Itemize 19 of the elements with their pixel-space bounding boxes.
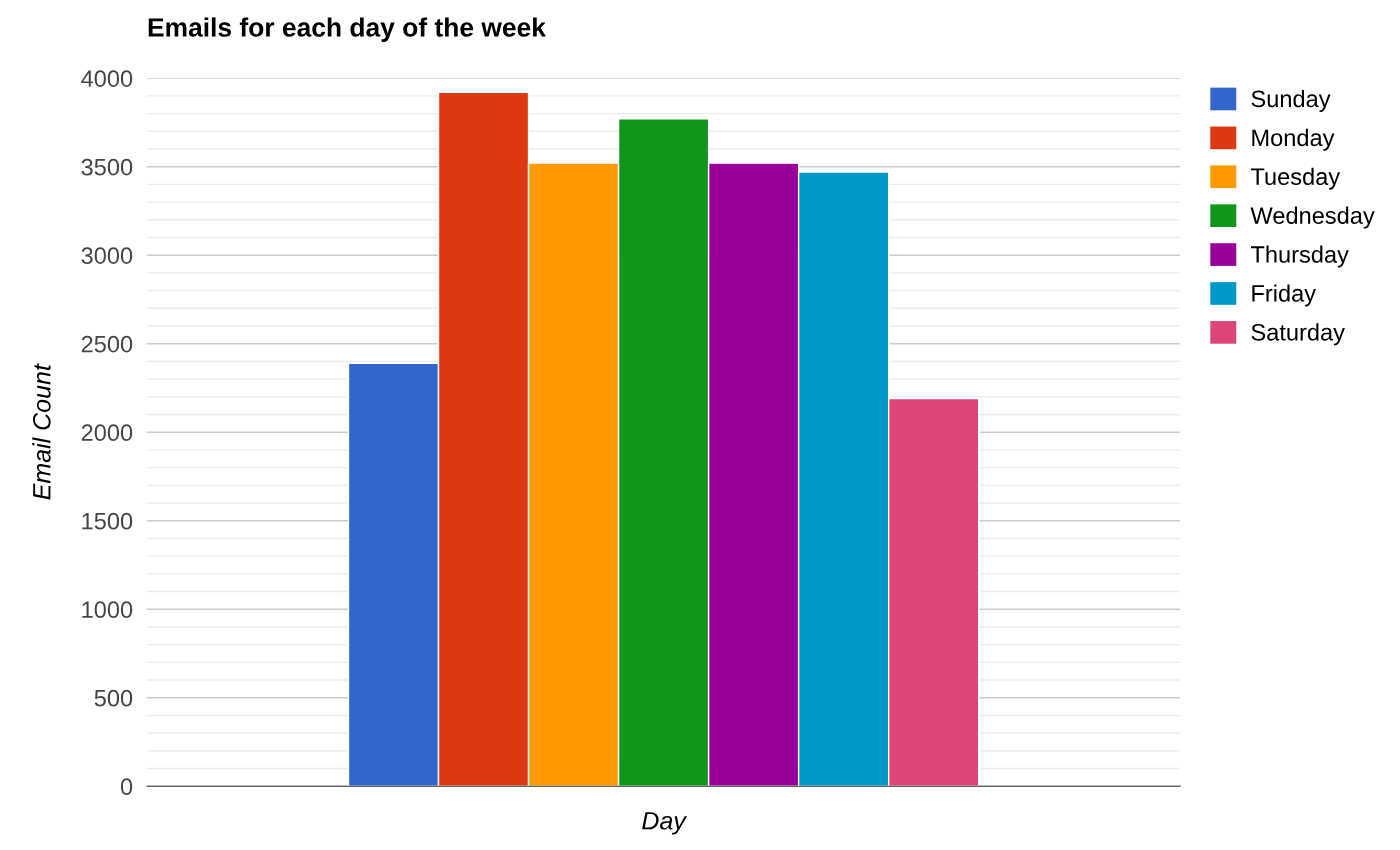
x-axis-title: Day <box>642 812 688 835</box>
y-tick-label: 0 <box>120 778 133 796</box>
legend-label: Saturday <box>1251 323 1345 346</box>
legend-label: Sunday <box>1251 89 1331 112</box>
legend-label: Monday <box>1252 128 1335 151</box>
legend-label: Thursday <box>1250 245 1349 268</box>
y-tick-label: 1000 <box>82 601 133 619</box>
y-tick-label: 4000 <box>81 70 133 87</box>
legend-label: Friday <box>1252 284 1316 307</box>
legend-label: Tuesday <box>1250 167 1341 190</box>
y-tick-label: 500 <box>94 689 133 707</box>
chart-title: Emails for each day of the week <box>148 17 546 43</box>
y-tick-label: 1500 <box>82 512 133 530</box>
y-axis-title: Email Count <box>32 363 51 500</box>
y-tick-label: 2000 <box>81 424 133 442</box>
y-tick-label: 3000 <box>81 247 133 264</box>
y-tick-label: 2500 <box>81 335 133 353</box>
legend-label: Wednesday <box>1250 206 1375 229</box>
y-tick-label: 3500 <box>81 158 133 176</box>
